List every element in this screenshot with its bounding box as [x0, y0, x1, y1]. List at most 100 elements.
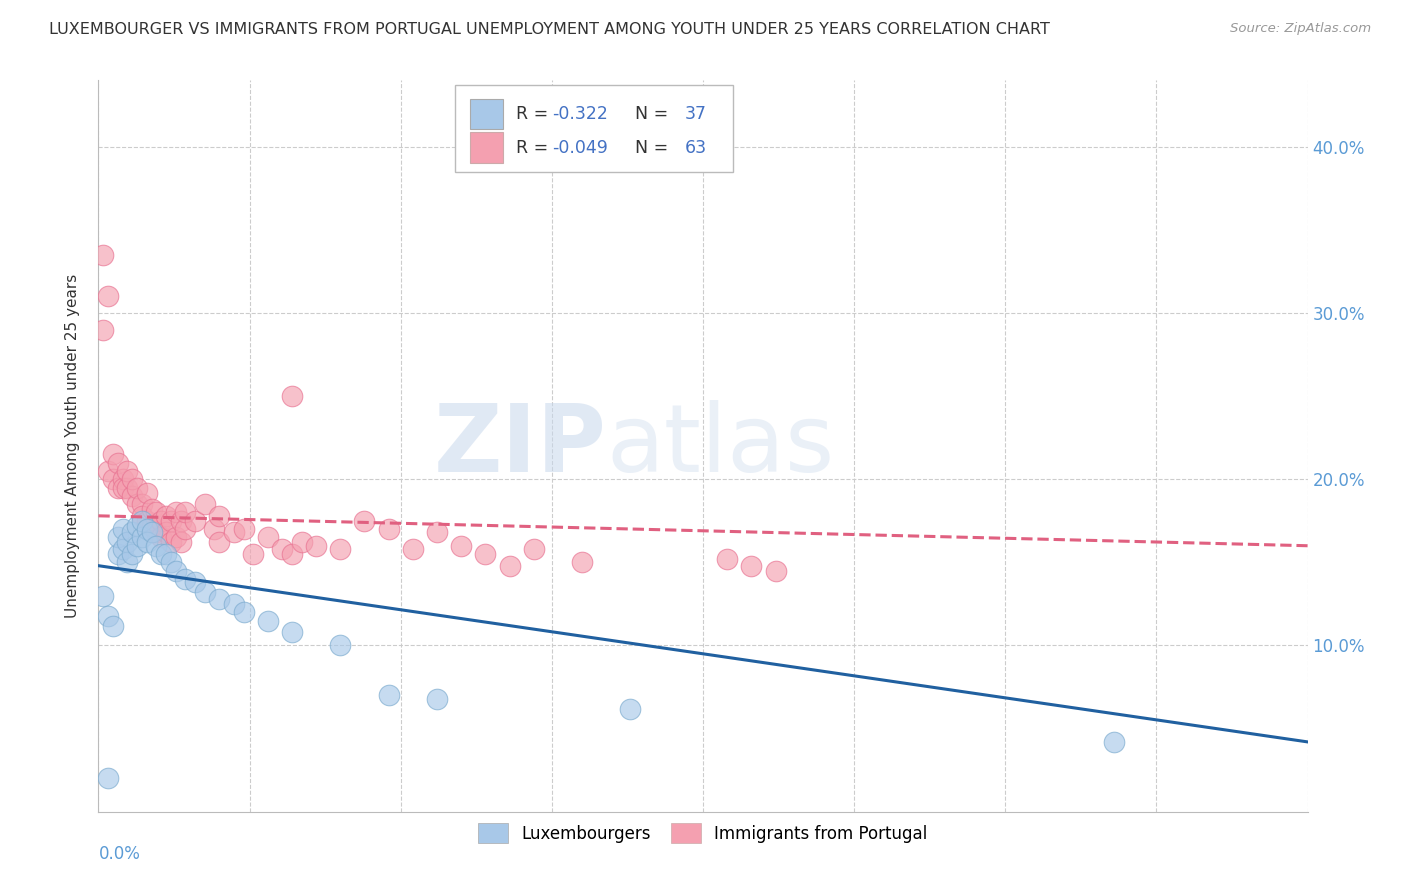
Point — [121, 525, 143, 540]
Point — [107, 530, 129, 544]
Point — [160, 535, 183, 549]
Point — [117, 464, 139, 478]
Point — [127, 497, 149, 511]
Point — [232, 605, 254, 619]
Point — [194, 497, 217, 511]
Text: N =: N = — [624, 105, 673, 123]
Text: Source: ZipAtlas.com: Source: ZipAtlas.com — [1230, 22, 1371, 36]
Point — [232, 522, 254, 536]
Point — [242, 547, 264, 561]
Point — [145, 539, 167, 553]
Point — [121, 489, 143, 503]
Point — [150, 547, 173, 561]
Point — [131, 514, 153, 528]
Point — [97, 464, 120, 478]
Point — [145, 506, 167, 520]
Point — [498, 558, 520, 573]
Point — [97, 608, 120, 623]
Point — [281, 389, 304, 403]
Point — [111, 481, 134, 495]
Point — [474, 547, 496, 561]
Point — [523, 542, 546, 557]
Point — [101, 618, 124, 632]
Point — [740, 558, 762, 573]
Point — [271, 542, 294, 557]
Point — [111, 472, 134, 486]
Text: N =: N = — [624, 138, 673, 156]
Point — [111, 522, 134, 536]
Point — [329, 542, 352, 557]
Point — [174, 506, 197, 520]
Point — [97, 772, 120, 786]
Point — [1102, 735, 1125, 749]
Point — [145, 525, 167, 540]
Point — [450, 539, 472, 553]
Point — [141, 525, 163, 540]
Point — [150, 514, 173, 528]
Point — [127, 518, 149, 533]
Point — [150, 530, 173, 544]
Point — [426, 691, 449, 706]
Point — [111, 542, 134, 557]
Text: 0.0%: 0.0% — [98, 845, 141, 863]
Point — [155, 547, 177, 561]
Point — [135, 522, 157, 536]
Point — [141, 518, 163, 533]
Point — [765, 564, 787, 578]
Text: atlas: atlas — [606, 400, 835, 492]
Text: 63: 63 — [685, 138, 707, 156]
Point — [377, 522, 399, 536]
Point — [194, 585, 217, 599]
Point — [208, 535, 231, 549]
Point — [107, 456, 129, 470]
Point — [377, 689, 399, 703]
Point — [107, 481, 129, 495]
Point — [165, 506, 187, 520]
Point — [281, 547, 304, 561]
Point — [353, 514, 375, 528]
Point — [131, 508, 153, 523]
Point — [121, 547, 143, 561]
Point — [121, 472, 143, 486]
Bar — [470, 132, 503, 163]
Point — [281, 625, 304, 640]
Bar — [470, 98, 503, 129]
Point — [571, 555, 593, 569]
Point — [290, 535, 312, 549]
Point — [716, 552, 738, 566]
Point — [127, 481, 149, 495]
Legend: Luxembourgers, Immigrants from Portugal: Luxembourgers, Immigrants from Portugal — [470, 815, 936, 851]
Point — [160, 555, 183, 569]
Point — [101, 447, 124, 461]
Point — [204, 522, 226, 536]
FancyBboxPatch shape — [456, 86, 734, 171]
Point — [184, 514, 207, 528]
Y-axis label: Unemployment Among Youth under 25 years: Unemployment Among Youth under 25 years — [65, 274, 80, 618]
Point — [184, 575, 207, 590]
Text: 37: 37 — [685, 105, 707, 123]
Point — [135, 485, 157, 500]
Point — [117, 481, 139, 495]
Point — [91, 248, 114, 262]
Point — [135, 535, 157, 549]
Point — [97, 289, 120, 303]
Point — [165, 530, 187, 544]
Point — [169, 535, 191, 549]
Point — [127, 539, 149, 553]
Point — [174, 522, 197, 536]
Text: LUXEMBOURGER VS IMMIGRANTS FROM PORTUGAL UNEMPLOYMENT AMONG YOUTH UNDER 25 YEARS: LUXEMBOURGER VS IMMIGRANTS FROM PORTUGAL… — [49, 22, 1050, 37]
Point — [135, 514, 157, 528]
Point — [131, 497, 153, 511]
Point — [117, 535, 139, 549]
Point — [256, 530, 278, 544]
Point — [174, 572, 197, 586]
Point — [141, 502, 163, 516]
Point — [91, 589, 114, 603]
Text: ZIP: ZIP — [433, 400, 606, 492]
Point — [165, 564, 187, 578]
Point — [222, 525, 245, 540]
Point — [117, 555, 139, 569]
Point — [222, 597, 245, 611]
Text: -0.049: -0.049 — [551, 138, 607, 156]
Point — [619, 701, 641, 715]
